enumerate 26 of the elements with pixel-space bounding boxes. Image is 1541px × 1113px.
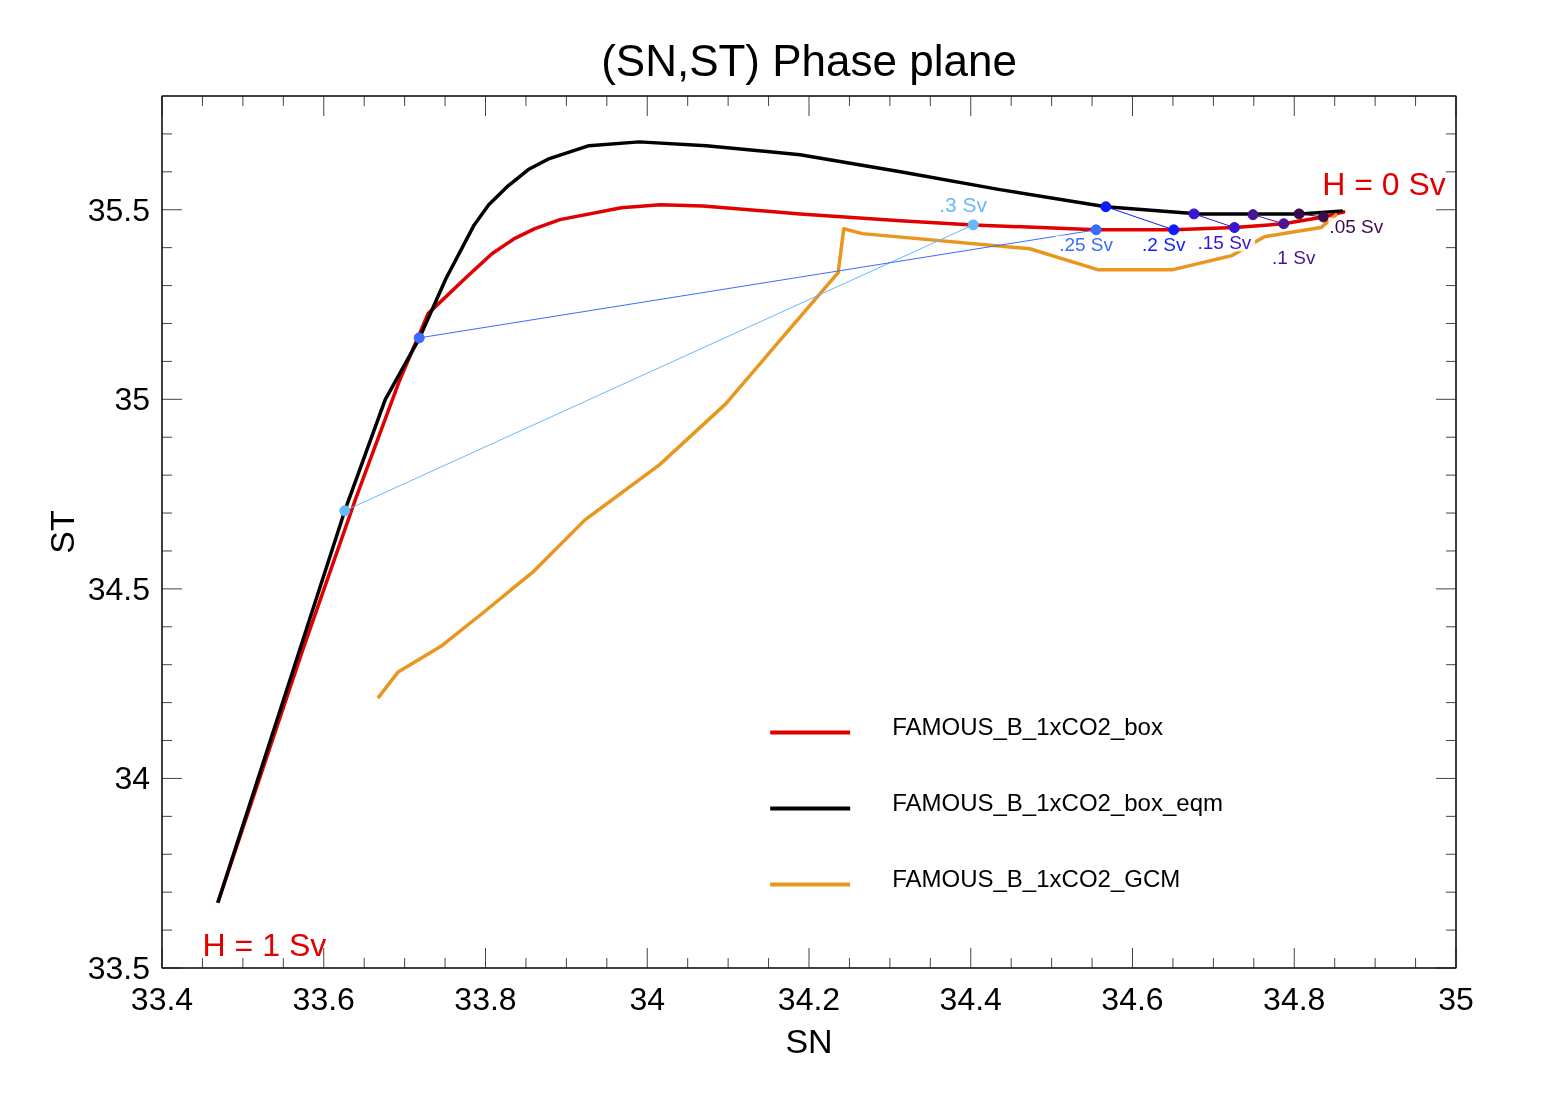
x-axis-title: SN xyxy=(785,1022,833,1060)
x-tick-label: 33.6 xyxy=(292,981,355,1017)
x-tick-label: 34.6 xyxy=(1101,981,1164,1017)
y-tick-label: 34.5 xyxy=(87,570,150,607)
x-tick-label: 33.8 xyxy=(454,981,517,1017)
x-tick-label: 35 xyxy=(1438,981,1474,1017)
y-tick-label: 34 xyxy=(114,760,150,797)
x-tick-label: 34.2 xyxy=(777,981,841,1017)
series-label: .25 Sv xyxy=(1059,233,1114,255)
y-axis-title: ST xyxy=(43,510,81,554)
legend-label: FAMOUS_B_1xCO2_GCM xyxy=(892,864,1181,892)
series-label: .15 Sv xyxy=(1197,231,1252,253)
x-tick-label: 34 xyxy=(629,981,666,1017)
legend-label: FAMOUS_B_1xCO2_box xyxy=(892,712,1163,740)
x-tick-label: 34.8 xyxy=(1263,981,1326,1017)
series-label: .2 Sv xyxy=(1142,233,1186,255)
legend-label: FAMOUS_B_1xCO2_box_eqm xyxy=(892,788,1224,816)
x-tick-label: 34.4 xyxy=(939,981,1002,1017)
annotation: H = 0 Sv xyxy=(1322,165,1446,202)
series-label: .1 Sv xyxy=(1272,246,1316,268)
annotation: H = 1 Sv xyxy=(202,926,327,963)
y-tick-label: 35 xyxy=(114,381,150,418)
series-label: .3 Sv xyxy=(939,192,988,216)
y-tick-label: 35.5 xyxy=(87,191,150,228)
series-label: .05 Sv xyxy=(1329,215,1384,237)
chart-title: (SN,ST) Phase plane xyxy=(601,36,1017,85)
